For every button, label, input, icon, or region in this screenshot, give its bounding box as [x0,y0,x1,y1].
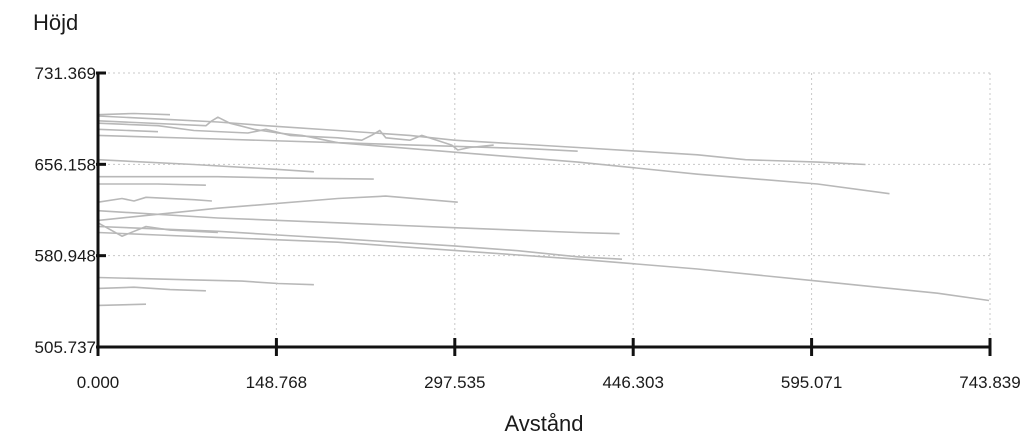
series-line [97,112,171,116]
series-line [97,222,218,237]
grid [98,72,991,347]
axes [96,73,990,349]
x-tick-label: 148.768 [246,373,307,392]
y-tick-label: 656.158 [35,155,96,174]
x-axis-title: Avstånd [504,411,583,436]
series-line [98,175,374,180]
x-tick-label: 0.000 [77,373,120,392]
y-tick-label: 580.948 [35,247,96,266]
series-line [97,196,212,203]
x-tick-label: 297.535 [424,373,485,392]
series-line [97,195,458,222]
series-line [97,128,159,133]
x-tick-label: 446.303 [602,373,663,392]
series-line [98,183,206,186]
y-tick-label: 731.369 [35,64,96,83]
series-line [97,209,620,235]
series-line [97,115,866,166]
x-tick-label: 595.071 [781,373,842,392]
series-line [97,231,990,302]
series-line [97,303,147,307]
series-line [97,225,623,260]
series-line [97,116,890,195]
series-line [97,286,206,292]
x-tick-label: 743.839 [959,373,1020,392]
series-line [97,276,314,286]
ticks: 0.000 148.768 297.535 446.303 595.071 743.839… [35,64,1021,392]
series-line [97,158,314,173]
y-tick-label: 505.737 [35,338,96,357]
series-lines [97,112,990,307]
y-axis-title: Höjd [33,10,78,35]
series-line [97,134,578,152]
